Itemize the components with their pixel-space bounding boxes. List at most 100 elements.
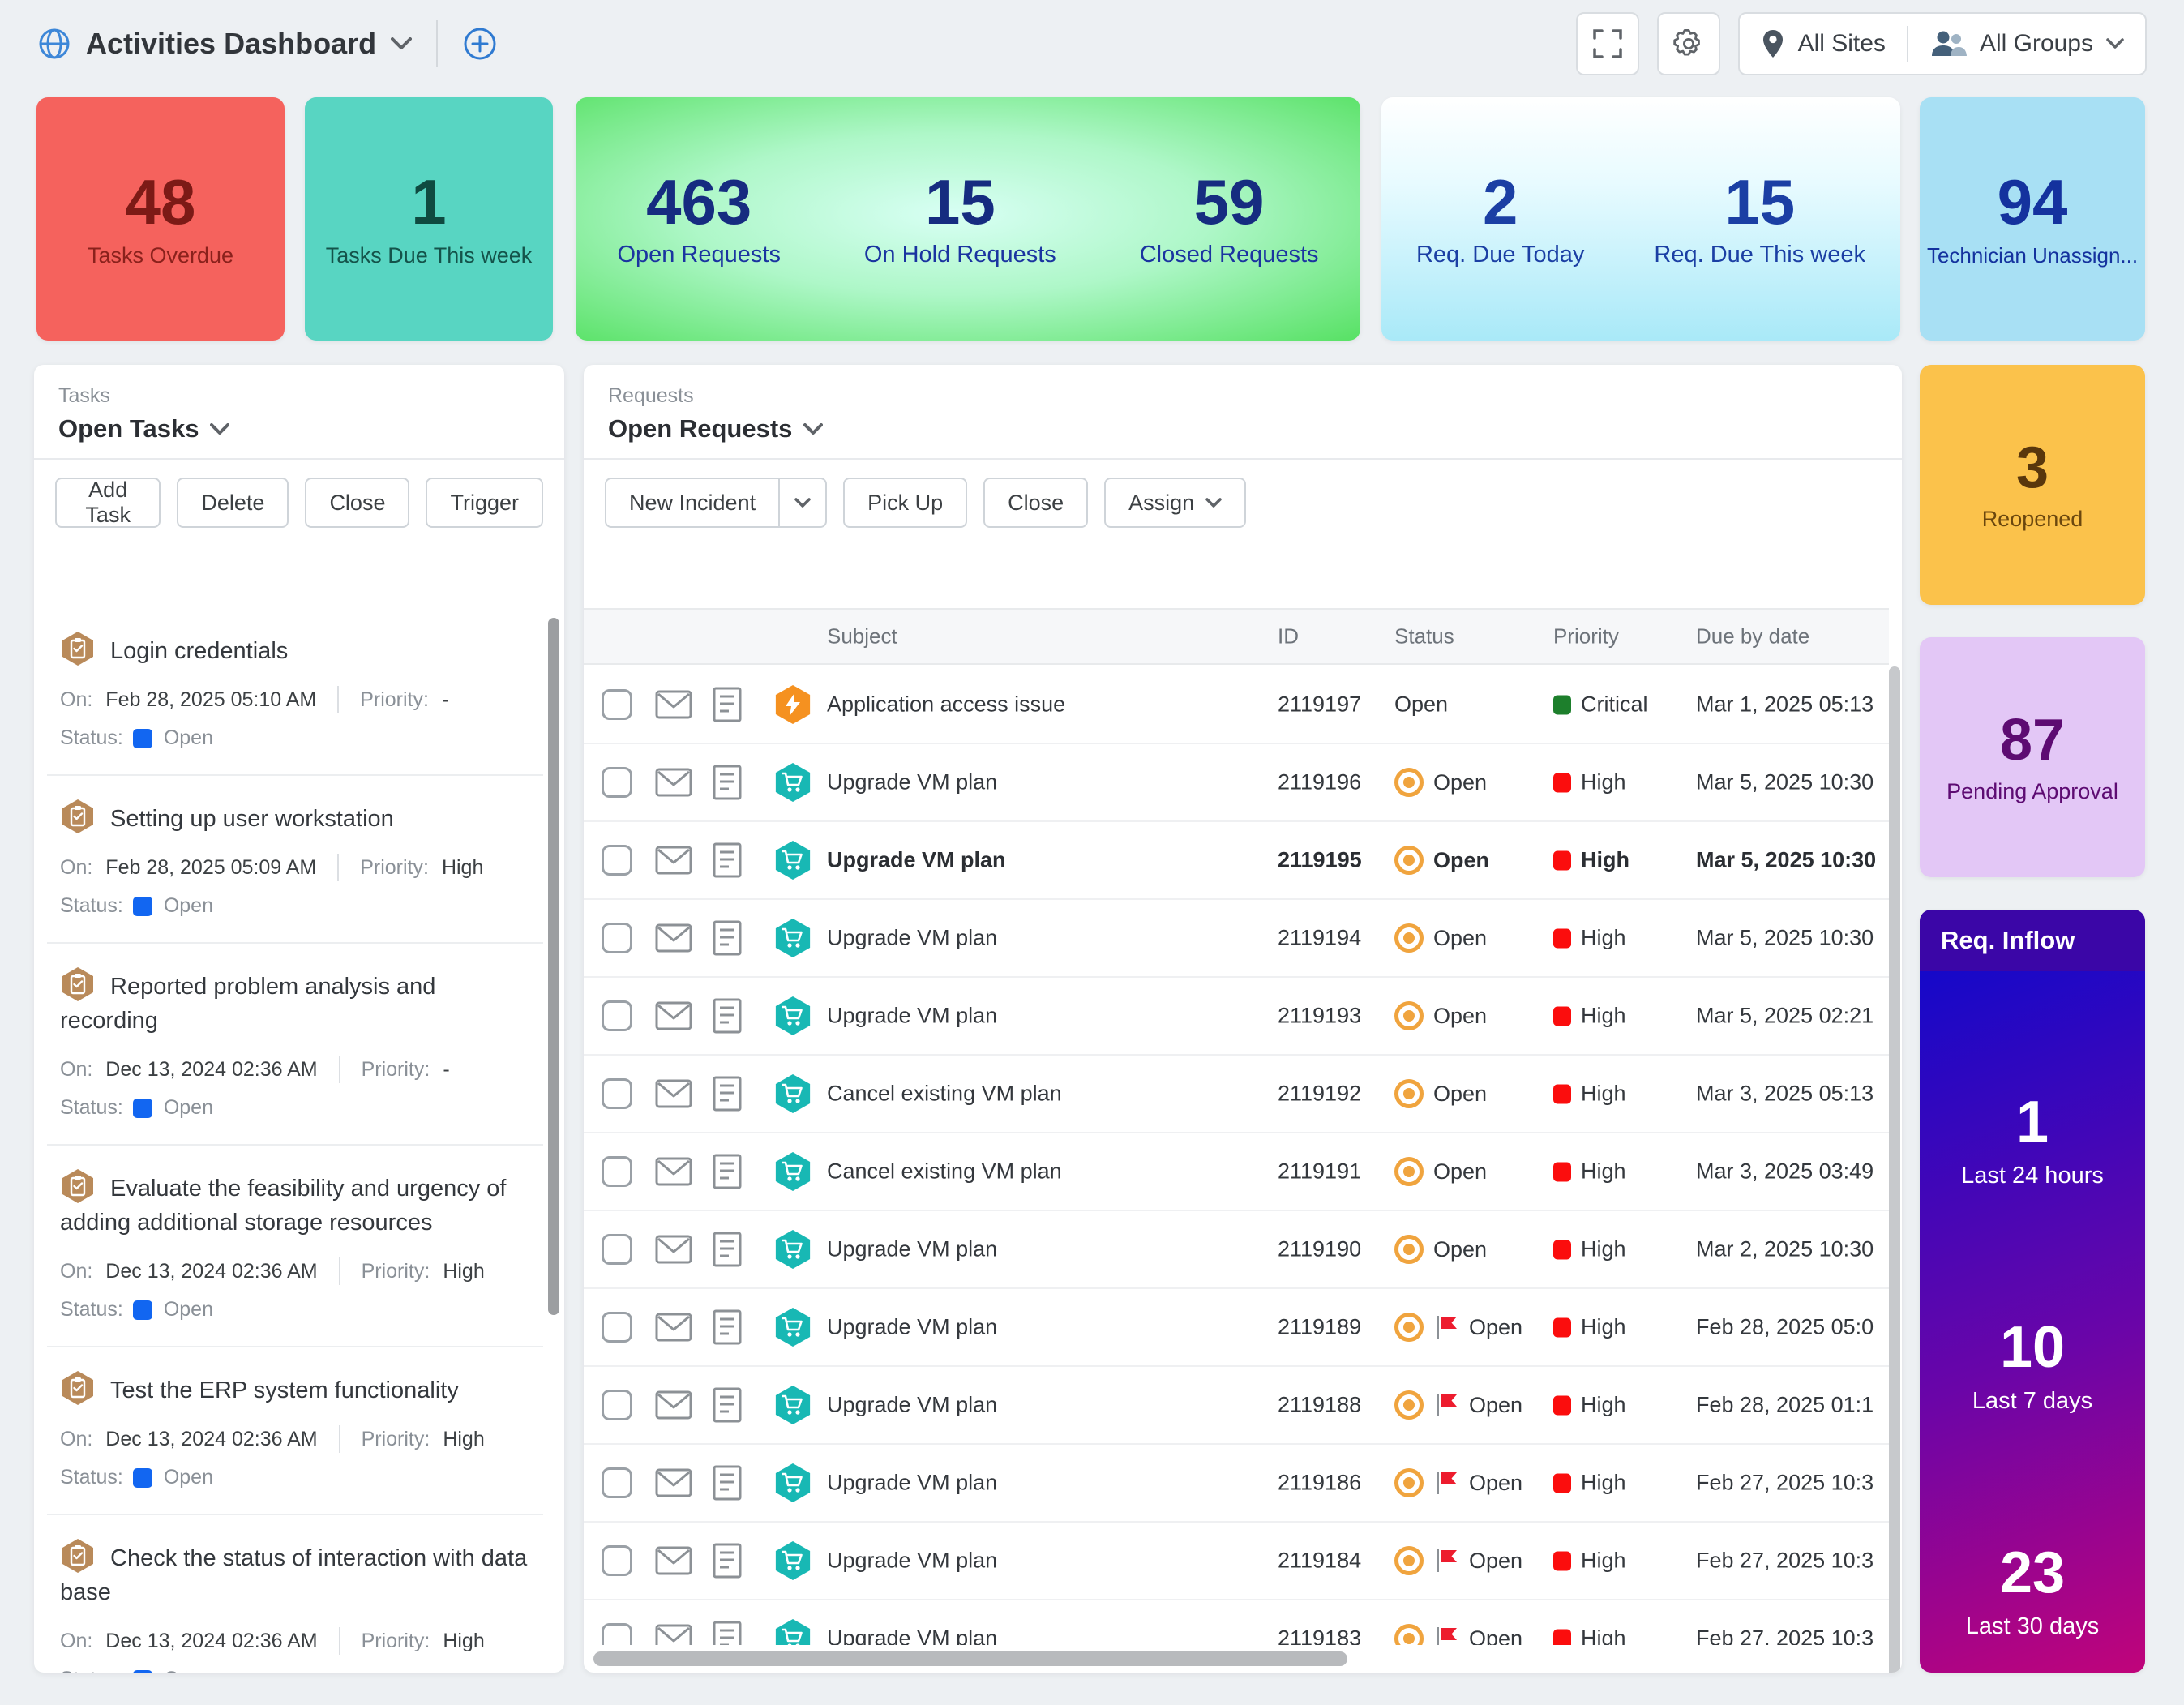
requests-view-selector[interactable]: Open Requests: [608, 414, 1878, 458]
table-row[interactable]: Upgrade VM plan 2119189 Open High Feb 28…: [584, 1289, 1889, 1367]
table-row[interactable]: Upgrade VM plan 2119196 Open High Mar 5,…: [584, 744, 1889, 822]
request-subject[interactable]: Cancel existing VM plan: [827, 1159, 1062, 1184]
task-list-item[interactable]: Check the status of interaction with dat…: [47, 1515, 543, 1673]
request-subject[interactable]: Upgrade VM plan: [827, 1314, 998, 1339]
settings-gear-button[interactable]: [1656, 12, 1720, 75]
assign-button[interactable]: Assign: [1104, 478, 1247, 528]
request-subject[interactable]: Upgrade VM plan: [827, 1392, 998, 1417]
notes-icon[interactable]: [712, 998, 743, 1034]
email-icon[interactable]: [655, 1390, 692, 1420]
table-row[interactable]: Application access issue 2119197 Open Cr…: [584, 666, 1889, 744]
dashboard-selector[interactable]: Activities Dashboard: [37, 27, 413, 61]
new-incident-dropdown-button[interactable]: [780, 478, 828, 528]
notes-icon[interactable]: [712, 1154, 743, 1189]
table-row[interactable]: Cancel existing VM plan 2119191 Open Hig…: [584, 1133, 1889, 1211]
tasks-view-selector[interactable]: Open Tasks: [58, 414, 540, 458]
task-list-item[interactable]: Test the ERP system functionality On: Dec…: [47, 1347, 543, 1516]
request-subject[interactable]: Upgrade VM plan: [827, 1626, 998, 1646]
table-row[interactable]: Upgrade VM plan 2119193 Open High Mar 5,…: [584, 978, 1889, 1056]
col-due-by-date[interactable]: Due by date: [1696, 623, 1810, 649]
table-row[interactable]: Upgrade VM plan 2119190 Open High Mar 2,…: [584, 1211, 1889, 1289]
table-row[interactable]: Cancel existing VM plan 2119192 Open Hig…: [584, 1056, 1889, 1133]
new-incident-button[interactable]: New Incident: [605, 478, 781, 528]
email-icon[interactable]: [655, 1079, 692, 1108]
col-status[interactable]: Status: [1394, 623, 1454, 649]
email-icon[interactable]: [655, 1001, 692, 1030]
notes-icon[interactable]: [712, 1076, 743, 1112]
request-subject[interactable]: Upgrade VM plan: [827, 769, 998, 795]
request-subject[interactable]: Application access issue: [827, 692, 1066, 717]
trigger-task-button[interactable]: Trigger: [426, 478, 543, 528]
email-icon[interactable]: [655, 690, 692, 719]
row-checkbox[interactable]: [602, 1545, 632, 1576]
col-subject[interactable]: Subject: [827, 623, 897, 649]
kpi-tasks-due-week[interactable]: 1 Tasks Due This week: [305, 97, 553, 341]
table-row[interactable]: Upgrade VM plan 2119186 Open High Feb 27…: [584, 1445, 1889, 1523]
request-subject[interactable]: Upgrade VM plan: [827, 1548, 998, 1573]
notes-icon[interactable]: [712, 842, 743, 878]
email-icon[interactable]: [655, 1468, 692, 1497]
table-row[interactable]: Upgrade VM plan 2119184 Open High Feb 27…: [584, 1523, 1889, 1600]
row-checkbox[interactable]: [602, 767, 632, 798]
email-icon[interactable]: [655, 1235, 692, 1264]
row-checkbox[interactable]: [602, 1623, 632, 1645]
notes-icon[interactable]: [712, 1387, 743, 1423]
notes-icon[interactable]: [712, 1232, 743, 1267]
delete-task-button[interactable]: Delete: [177, 478, 289, 528]
kpi-pending-approval[interactable]: 87 Pending Approval: [1920, 637, 2145, 877]
email-icon[interactable]: [655, 1313, 692, 1342]
requests-vertical-scrollbar[interactable]: [1889, 666, 1900, 1673]
email-icon[interactable]: [655, 923, 692, 953]
close-request-button[interactable]: Close: [983, 478, 1089, 528]
request-subject[interactable]: Upgrade VM plan: [827, 1470, 998, 1495]
table-row[interactable]: Upgrade VM plan 2119195 Open High Mar 5,…: [584, 822, 1889, 900]
email-icon[interactable]: [655, 768, 692, 797]
row-checkbox[interactable]: [602, 1156, 632, 1187]
site-group-filter[interactable]: All Sites All Groups: [1737, 12, 2147, 75]
table-row[interactable]: Upgrade VM plan 2119183 Open High Feb 27…: [584, 1600, 1889, 1645]
request-subject[interactable]: Upgrade VM plan: [827, 1003, 998, 1028]
notes-icon[interactable]: [712, 1543, 743, 1579]
requests-horizontal-scrollbar[interactable]: [593, 1651, 1347, 1666]
row-checkbox[interactable]: [602, 689, 632, 720]
kpi-tasks-overdue[interactable]: 48 Tasks Overdue: [36, 97, 285, 341]
table-row[interactable]: Upgrade VM plan 2119194 Open High Mar 5,…: [584, 900, 1889, 978]
email-icon[interactable]: [655, 1624, 692, 1645]
row-checkbox[interactable]: [602, 1467, 632, 1498]
email-icon[interactable]: [655, 846, 692, 875]
add-task-button[interactable]: Add Task: [55, 478, 161, 528]
task-list-item[interactable]: Evaluate the feasibility and urgency of …: [47, 1146, 543, 1348]
notes-icon[interactable]: [712, 920, 743, 956]
request-subject[interactable]: Cancel existing VM plan: [827, 1081, 1062, 1106]
table-row[interactable]: Upgrade VM plan 2119188 Open High Feb 28…: [584, 1367, 1889, 1445]
pick-up-button[interactable]: Pick Up: [843, 478, 968, 528]
notes-icon[interactable]: [712, 1465, 743, 1501]
request-subject[interactable]: Upgrade VM plan: [827, 1236, 998, 1262]
kpi-technician-unassigned[interactable]: 94 Technician Unassign...: [1920, 97, 2145, 341]
tasks-scrollbar[interactable]: [548, 618, 559, 1315]
row-checkbox[interactable]: [602, 1390, 632, 1420]
kpi-requests-summary[interactable]: 463 Open Requests 15 On Hold Requests 59…: [576, 97, 1360, 341]
col-id[interactable]: ID: [1278, 623, 1299, 649]
row-checkbox[interactable]: [602, 1000, 632, 1031]
row-checkbox[interactable]: [602, 1312, 632, 1343]
notes-icon[interactable]: [712, 765, 743, 800]
col-priority[interactable]: Priority: [1553, 623, 1619, 649]
close-task-button[interactable]: Close: [305, 478, 410, 528]
notes-icon[interactable]: [712, 1309, 743, 1345]
email-icon[interactable]: [655, 1157, 692, 1186]
row-checkbox[interactable]: [602, 845, 632, 876]
kpi-req-due[interactable]: 2 Req. Due Today 15 Req. Due This week: [1381, 97, 1900, 341]
task-list-item[interactable]: Login credentials On: Feb 28, 2025 05:10 …: [47, 608, 543, 777]
kpi-reopened[interactable]: 3 Reopened: [1920, 365, 2145, 605]
add-dashboard-button[interactable]: [462, 26, 498, 62]
task-list-item[interactable]: Setting up user workstation On: Feb 28, 2…: [47, 776, 543, 945]
task-list-item[interactable]: Reported problem analysis and recording …: [47, 944, 543, 1146]
row-checkbox[interactable]: [602, 923, 632, 953]
notes-icon[interactable]: [712, 1621, 743, 1645]
email-icon[interactable]: [655, 1546, 692, 1575]
row-checkbox[interactable]: [602, 1078, 632, 1109]
request-subject[interactable]: Upgrade VM plan: [827, 925, 998, 950]
fullscreen-button[interactable]: [1575, 12, 1639, 75]
notes-icon[interactable]: [712, 687, 743, 722]
